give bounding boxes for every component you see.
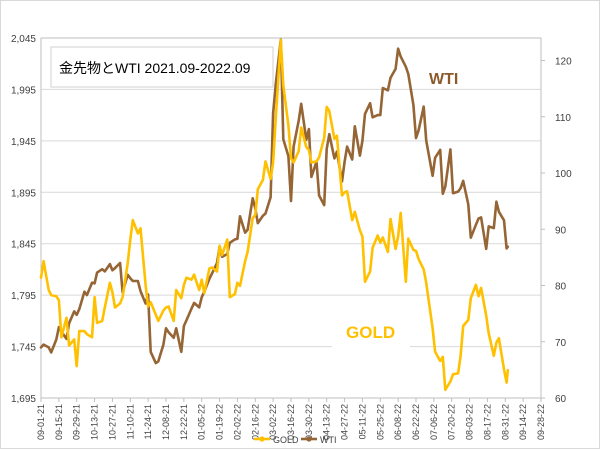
y-right-tick-label: 120 (555, 57, 572, 68)
legend-label: WTI (320, 435, 337, 445)
x-tick-label: 09-01-21 (36, 404, 46, 440)
y-left-tick-label: 1,945 (11, 137, 36, 148)
x-tick-label: 01-05-22 (197, 404, 207, 440)
series-layer (39, 38, 510, 392)
x-tick-label: 03-16-22 (286, 404, 296, 440)
y-left-tick-label: 1,745 (11, 343, 36, 354)
x-tick-label: 12-22-21 (179, 404, 189, 440)
x-tick-label: 05-25-22 (375, 404, 385, 440)
x-tick-label: 07-20-22 (447, 404, 457, 440)
y-left-tick-label: 1,895 (11, 188, 36, 199)
x-tick-label: 11-24-21 (143, 404, 153, 439)
legend: GOLD WTI (254, 435, 337, 445)
y-right-tick-label: 110 (555, 113, 571, 124)
y-left-tick-label: 1,845 (11, 240, 36, 251)
legend-marker (259, 436, 265, 442)
x-tick-label: 08-31-22 (500, 404, 510, 440)
left-y-axis: 1,695 1,745 1,795 1,845 1,895 1,945 1,995 2,045 (11, 34, 36, 405)
x-tick-label: 01-19-22 (215, 404, 225, 440)
x-tick-label: 09-15-21 (54, 404, 64, 440)
x-tick-label: 09-14-22 (518, 404, 528, 440)
annotation-gold: GOLD (346, 323, 395, 342)
plot-area (40, 37, 542, 399)
legend-marker (306, 436, 312, 442)
legend-label: GOLD (273, 435, 299, 445)
y-right-tick-label: 100 (555, 169, 572, 180)
x-tick-label: 12-08-21 (161, 404, 171, 440)
x-tick-label: 02-16-22 (250, 404, 260, 440)
x-tick-label: 03-30-22 (304, 404, 314, 440)
gridlines (41, 37, 541, 399)
x-tick-label: 11-10-21 (125, 404, 135, 439)
annotation-wti: WTI (429, 71, 458, 88)
x-tick-label: 04-13-22 (322, 404, 332, 440)
x-tick-label: 08-03-22 (465, 404, 475, 440)
x-tick-label: 08-17-22 (482, 404, 492, 440)
y-left-tick-label: 1,995 (11, 85, 36, 96)
x-tick-label: 06-22-22 (411, 404, 421, 440)
y-right-tick-label: 90 (555, 225, 567, 236)
right-y-axis: 60 70 80 90 100 110 120 (541, 57, 572, 405)
x-tick-label: 09-28-22 (536, 404, 546, 440)
y-right-tick-label: 60 (555, 394, 567, 405)
annotation-gold-box: GOLD (332, 314, 410, 348)
x-tick-label: 02-02-22 (232, 404, 242, 440)
y-right-tick-label: 70 (555, 338, 567, 349)
x-tick-label: 07-06-22 (429, 404, 439, 440)
y-left-tick-label: 1,795 (11, 291, 36, 302)
series-line-gold (39, 38, 510, 392)
x-tick-label: 05-11-22 (357, 404, 367, 439)
y-right-tick-label: 80 (555, 282, 567, 293)
x-tick-label: 10-27-21 (107, 404, 117, 440)
x-tick-label: 09-29-21 (72, 404, 82, 440)
chart-title: 金先物とWTI 2021.09-2022.09 (59, 60, 251, 76)
y-left-tick-label: 2,045 (11, 34, 36, 45)
x-tick-label: 10-13-21 (90, 404, 100, 440)
x-axis: 09-01-21 09-15-21 09-29-21 10-13-21 10-27-21… (36, 398, 546, 440)
x-tick-label: 06-08-22 (393, 404, 403, 440)
series-line-wti (39, 38, 510, 365)
y-left-tick-label: 1,695 (11, 394, 36, 405)
title-box: 金先物とWTI 2021.09-2022.09 (50, 46, 274, 88)
x-tick-label: 03-02-22 (268, 404, 278, 440)
x-tick-label: 04-27-22 (340, 404, 350, 440)
